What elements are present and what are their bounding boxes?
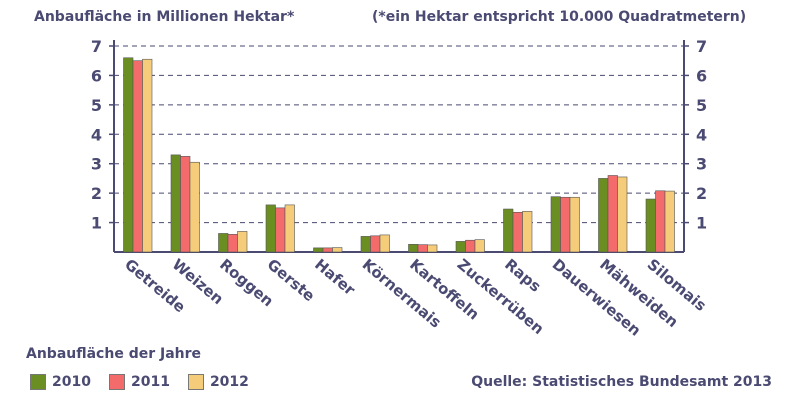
y-tick-label-right: 3 [696,155,707,174]
y-tick-label-right: 2 [696,184,707,203]
bar-2012 [569,196,580,253]
bar-2011 [227,234,238,253]
bar-2010 [550,196,561,253]
y-tick-label-left: 4 [91,125,102,144]
y-tick-label-left: 7 [91,37,102,56]
y-tick-label-left: 6 [91,66,102,85]
bar-2012 [474,239,485,253]
bar-2010 [123,57,134,253]
legend-item-2011: 2011 [108,374,170,390]
bar-2011 [370,235,381,253]
bar-2012 [284,204,295,253]
bar-2011 [560,196,571,253]
legend-label-2010: 2010 [52,374,91,390]
legend-swatch-2012 [187,374,204,390]
bar-2011 [275,207,286,253]
hectare-note: (*ein Hektar entspricht 10.000 Quadratme… [372,9,747,25]
legend-item-2010: 2010 [30,374,91,390]
y-tick-label-left: 2 [91,184,102,203]
legend-title: Anbaufläche der Jahre [26,346,202,362]
bar-2012 [664,190,675,253]
bar-2012 [522,211,533,253]
bar-2010 [313,247,324,253]
legend-swatch-2011 [108,374,125,390]
y-tick-label-right: 7 [696,37,707,56]
y-axis-label: Anbaufläche in Millionen Hektar* [34,9,295,25]
bar-2010 [360,236,371,253]
x-tick-label: Hafer [311,255,359,299]
bar-2011 [322,247,333,253]
bar-2012 [237,231,248,253]
bar-2010 [455,241,466,253]
bar-2011 [465,239,476,253]
y-tick-label-right: 5 [696,96,707,115]
bar-2012 [189,161,200,253]
y-tick-label-left: 3 [91,155,102,174]
bar-2010 [598,178,609,253]
bar-2010 [218,233,229,253]
bar-2012 [379,234,390,253]
y-tick-label-right: 1 [696,214,707,233]
bar-2012 [142,58,153,253]
legend-item-2012: 2012 [187,374,249,390]
y-tick-label-left: 1 [91,214,102,233]
bar-2011 [132,60,143,253]
legend-label-2012: 2012 [209,374,249,390]
bar-2010 [503,208,514,253]
legend: 2010 2011 2012 [30,374,249,390]
bar-2011 [512,211,523,253]
source-note: Quelle: Statistisches Bundesamt 2013 [471,374,772,390]
y-tick-label-right: 4 [696,125,707,144]
bar-2011 [655,190,666,253]
bar-2012 [617,176,628,253]
y-tick-label-left: 5 [91,96,102,115]
bar-2012 [427,244,438,253]
bar-2010 [645,198,656,253]
bar-2010 [170,154,181,253]
legend-swatch-2010 [30,374,46,390]
bar-2010 [408,244,419,253]
bar-2011 [607,175,618,253]
bar-2012 [332,247,343,253]
y-tick-label-right: 6 [696,66,707,85]
legend-label-2011: 2011 [130,374,170,390]
bar-2011 [180,156,191,253]
bar-2011 [417,244,428,253]
bar-2010 [265,204,276,253]
